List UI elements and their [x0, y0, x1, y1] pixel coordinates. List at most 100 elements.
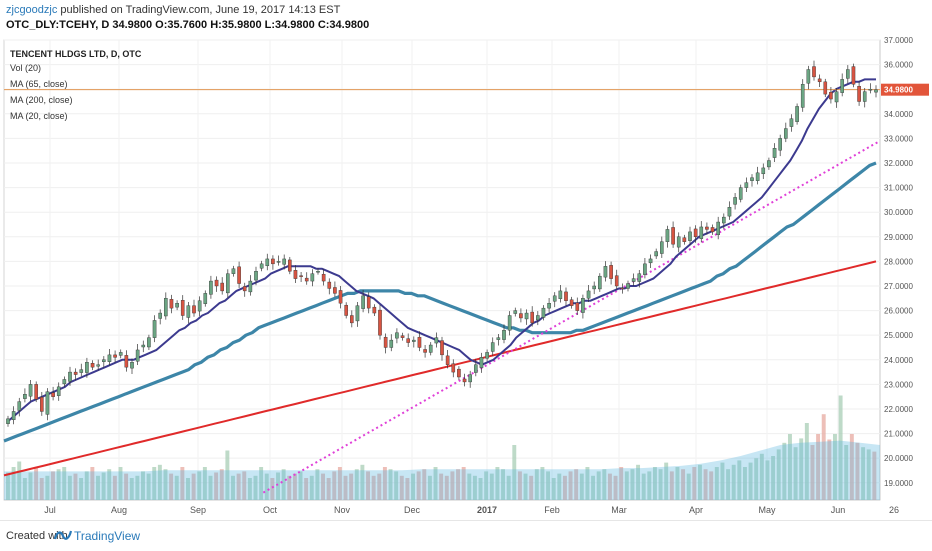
volume-bar: [456, 469, 461, 500]
volume-bar: [321, 473, 325, 500]
volume-bar: [546, 471, 551, 500]
volume-bar: [247, 478, 252, 500]
volume-bar: [551, 478, 556, 500]
candle-body: [744, 182, 749, 188]
volume-bar: [186, 478, 190, 500]
candle-body: [626, 283, 630, 289]
volume-bar: [703, 469, 708, 500]
volume-bar: [118, 467, 123, 500]
candle-body: [862, 91, 867, 102]
candle-body: [214, 279, 219, 287]
candle-body: [304, 277, 309, 282]
volume-bar: [366, 471, 370, 500]
volume-bar: [225, 450, 230, 500]
volume-bar: [872, 451, 877, 500]
volume-bar: [787, 434, 792, 500]
volume-bar: [281, 469, 286, 500]
candle-body: [705, 226, 709, 230]
legend-item-ma20[interactable]: MA (20, close): [10, 111, 68, 121]
candle-body: [248, 280, 253, 293]
candle-body: [344, 304, 348, 316]
volume-bar: [529, 475, 534, 500]
volume-bar: [28, 472, 33, 500]
volume-bars: [4, 395, 880, 500]
candle-body: [648, 258, 653, 264]
candle-body: [665, 229, 670, 242]
price-tick-label: 32.0000: [884, 159, 913, 168]
price-tick-label: 24.0000: [884, 356, 913, 365]
candle-body: [90, 363, 95, 368]
candle-body: [722, 216, 726, 224]
candle-body: [395, 332, 399, 339]
volume-bar: [568, 471, 573, 500]
candle-body: [130, 362, 134, 369]
time-axis[interactable]: Jul Aug Sep Oct Nov Dec 2017 Feb Mar Apr May Jun 26: [44, 505, 899, 515]
candle-body: [51, 392, 55, 397]
price-axis[interactable]: 37.000036.000035.000034.000033.000032.00…: [881, 36, 929, 488]
candle-body: [400, 335, 405, 338]
legend-item-ma200[interactable]: MA (200, close): [10, 95, 73, 105]
footer: Created with TradingView: [0, 520, 932, 551]
candle-body: [755, 172, 760, 181]
candle-body: [857, 86, 861, 102]
candle-body: [350, 315, 354, 324]
candle-body: [102, 359, 106, 362]
tradingview-brand[interactable]: TradingView: [74, 529, 141, 543]
candle-body: [614, 275, 619, 287]
volume-bar: [264, 473, 269, 500]
candle-body: [231, 268, 236, 274]
candle-body: [575, 302, 580, 311]
time-tick-label: May: [758, 505, 776, 515]
volume-bar: [596, 471, 601, 500]
grid-lines: [3, 39, 881, 501]
candle-body: [462, 378, 467, 383]
volume-bar: [489, 473, 494, 500]
candle-body: [581, 298, 585, 313]
candle-body: [164, 298, 168, 317]
ma20-line: [7, 78, 876, 423]
author-link[interactable]: zjcgoodzjc: [6, 4, 58, 16]
candle-body: [175, 303, 179, 308]
candle-body: [113, 354, 117, 358]
candle-body: [620, 287, 625, 290]
price-tick-label: 34.0000: [884, 110, 913, 119]
volume-bar: [332, 471, 337, 500]
price-tick-label: 33.0000: [884, 134, 913, 143]
candle-body: [846, 69, 850, 79]
volume-bar: [304, 478, 309, 500]
legend-item-volume[interactable]: Vol (20): [10, 63, 42, 73]
volume-bar: [112, 475, 117, 500]
candle-body: [440, 340, 444, 356]
price-tick-label: 20.0000: [884, 454, 913, 463]
volume-bar: [326, 478, 331, 500]
volume-bar: [6, 472, 10, 500]
candle-body: [727, 207, 732, 217]
volume-bar: [79, 478, 84, 500]
volume-bar: [219, 469, 224, 500]
price-chart[interactable]: 37.000036.000035.000034.000033.000032.00…: [0, 0, 932, 520]
candle-body: [609, 265, 613, 279]
volume-bar: [208, 475, 213, 500]
volume-bar: [34, 467, 39, 500]
candle-body: [767, 160, 771, 168]
volume-bar: [45, 475, 50, 500]
candle-body: [282, 258, 286, 265]
candle-body: [643, 263, 647, 275]
tradingview-logo-icon[interactable]: [54, 527, 72, 543]
price-tick-label: 25.0000: [884, 331, 913, 340]
candle-body: [372, 306, 377, 314]
volume-bar: [709, 471, 714, 500]
volume-bar: [371, 475, 376, 500]
candle-body: [558, 290, 563, 299]
time-tick-label: Feb: [544, 505, 560, 515]
candle-body: [840, 79, 844, 93]
volume-bar: [96, 475, 100, 500]
candle-body: [530, 311, 534, 324]
legend-item-ma65[interactable]: MA (65, close): [10, 79, 68, 89]
volume-bar: [619, 467, 624, 500]
volume-bar: [804, 423, 809, 500]
candle-body: [496, 337, 501, 340]
volume-bar: [742, 467, 747, 500]
candle-body: [209, 280, 213, 295]
volume-bar: [174, 475, 179, 500]
